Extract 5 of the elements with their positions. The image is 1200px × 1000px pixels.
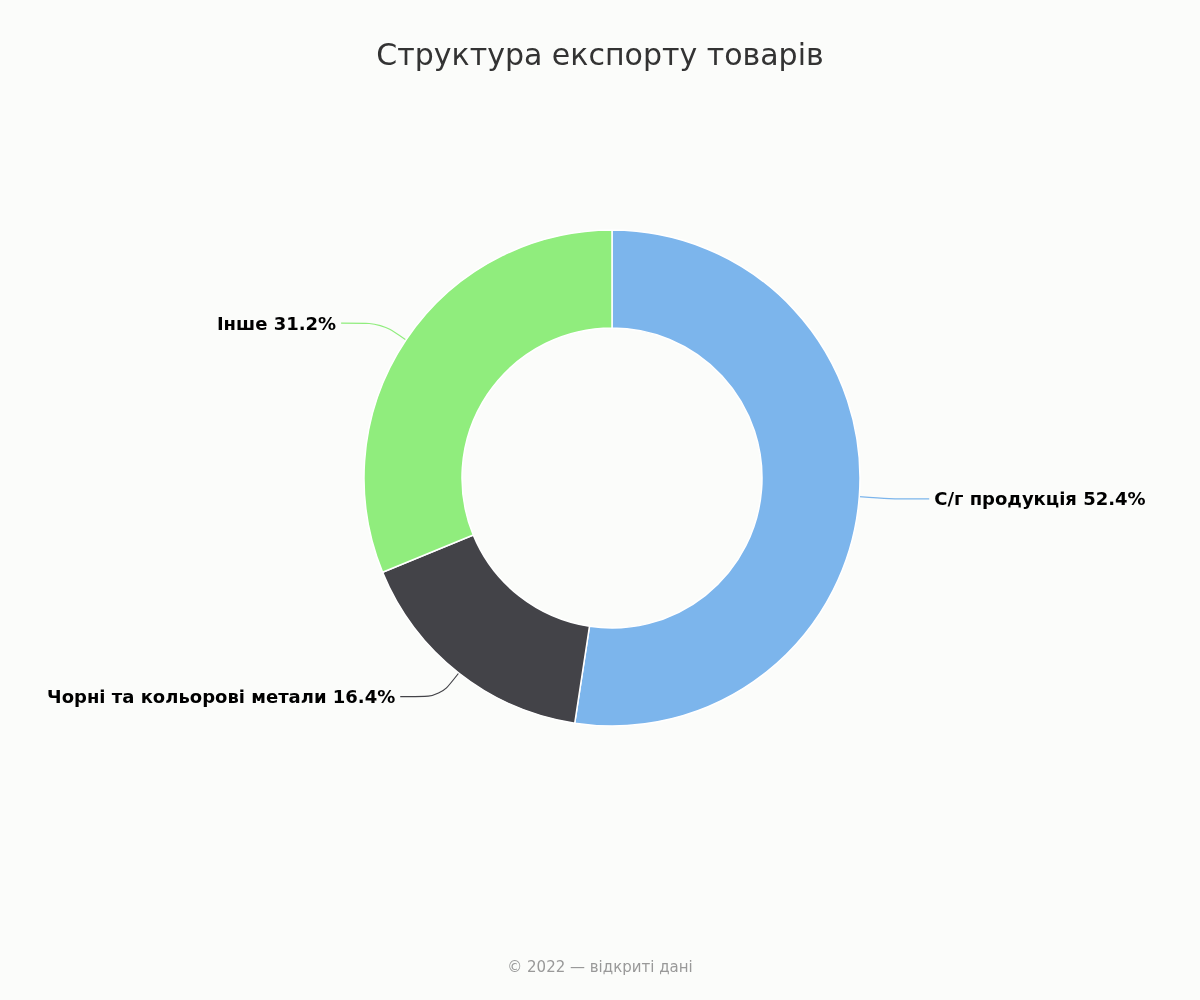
slice-label: Чорні та кольорові метали 16.4% bbox=[47, 686, 396, 708]
slice-label: С/г продукція 52.4% bbox=[934, 488, 1146, 510]
text: © 2022 — відкриті дані bbox=[507, 957, 693, 976]
chart-title: Структура експорту товарів bbox=[376, 36, 824, 72]
slice-label: Інше 31.2% bbox=[216, 312, 337, 334]
